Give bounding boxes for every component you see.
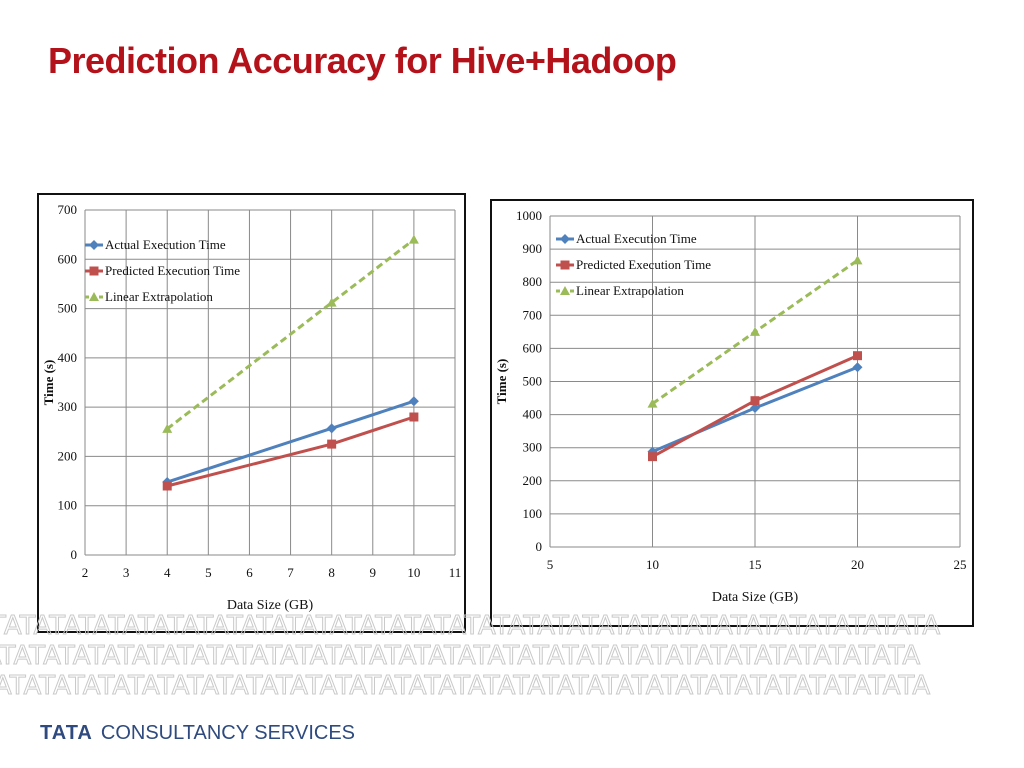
legend-label: Linear Extrapolation <box>105 289 213 304</box>
x-tick-label: 8 <box>328 565 335 580</box>
line-chart-large-data: 5 10 15 20 25 0 100 200 300 400 500 600 700 800 900 100… <box>494 208 967 605</box>
x-tick-label: 20 <box>851 557 864 572</box>
y-tick-label: 100 <box>523 506 543 521</box>
y-tick-label: 400 <box>58 350 78 365</box>
y-tick-label: 200 <box>58 448 78 463</box>
data-point-diamond <box>326 423 337 434</box>
x-tick-label: 10 <box>407 565 420 580</box>
y-tick-label: 400 <box>523 407 543 422</box>
data-point-triangle <box>750 326 760 336</box>
x-tick-label: 5 <box>205 565 212 580</box>
chart-panel-large-data: 5 10 15 20 25 0 100 200 300 400 500 600 700 800 900 100… <box>490 199 974 627</box>
y-tick-label: 300 <box>58 399 78 414</box>
line-chart-small-data: 2 3 4 5 6 7 8 9 10 11 0 100 200 300 400 500 600 700 Data S… <box>41 202 462 613</box>
x-tick-label: 10 <box>646 557 659 572</box>
chart-panel-small-data: 2 3 4 5 6 7 8 9 10 11 0 100 200 300 400 500 600 700 Data S… <box>37 193 466 633</box>
legend-marker <box>89 240 99 250</box>
data-point-triangle <box>647 398 658 408</box>
x-axis-label: Data Size (GB) <box>712 590 799 605</box>
data-point-square <box>409 412 419 422</box>
y-tick-label: 700 <box>523 307 543 322</box>
y-tick-label: 800 <box>523 274 543 289</box>
y-tick-label: 0 <box>71 547 78 562</box>
legend-marker <box>560 286 570 295</box>
legend-label: Linear Extrapolation <box>576 283 684 298</box>
y-tick-label: 600 <box>58 251 78 266</box>
pattern-row-1: TATATATATATATATATATATATATATATATATATATATA… <box>0 611 940 641</box>
y-tick-label: 0 <box>536 539 543 554</box>
pattern-row-3: TATATATATATATATATATATATATATATATATATATATA… <box>0 671 930 701</box>
x-tick-label: 6 <box>246 565 253 580</box>
footer-brand-rest: CONSULTANCY SERVICES <box>100 722 356 744</box>
data-point-diamond <box>408 396 419 407</box>
data-point-square <box>853 351 862 361</box>
y-tick-label: 1000 <box>516 208 542 223</box>
legend-marker <box>89 266 99 276</box>
data-point-square <box>327 439 337 449</box>
tata-pattern-band: TATATATATATATATATATATATATATATATATATATATA… <box>0 611 941 702</box>
x-tick-label: 9 <box>370 565 377 580</box>
data-point-square <box>648 452 657 462</box>
data-point-triangle <box>852 255 863 265</box>
data-point-triangle <box>408 234 419 244</box>
legend-label: Actual Execution Time <box>105 237 226 252</box>
x-tick-label: 2 <box>82 565 89 580</box>
y-tick-label: 500 <box>58 301 78 316</box>
data-point-diamond <box>750 402 760 413</box>
x-tick-label: 15 <box>749 557 762 572</box>
x-tick-label: 11 <box>449 565 462 580</box>
y-axis-label: Time (s) <box>41 360 56 406</box>
legend-label: Predicted Execution Time <box>576 257 711 272</box>
y-tick-label: 900 <box>523 241 543 256</box>
x-tick-label: 5 <box>547 557 554 572</box>
pattern-row-2: TATATATATATATATATATATATATATATATATATATATA… <box>0 641 920 671</box>
legend-label: Predicted Execution Time <box>105 263 240 278</box>
data-point-triangle <box>162 423 173 433</box>
data-point-diamond <box>852 362 863 373</box>
x-axis-label: Data Size (GB) <box>227 598 314 613</box>
footer-logo: TATA CONSULTANCY SERVICES <box>40 722 355 745</box>
y-tick-label: 200 <box>523 473 543 488</box>
x-tick-label: 7 <box>287 565 294 580</box>
x-tick-label: 3 <box>123 565 130 580</box>
y-tick-label: 500 <box>523 374 543 389</box>
legend-marker <box>89 292 99 301</box>
footer-brand: TATA <box>40 722 93 744</box>
y-axis-label: Time (s) <box>494 359 509 405</box>
series-line-triangle <box>166 238 415 431</box>
legend-marker <box>560 260 570 270</box>
slide-title: Prediction Accuracy for Hive+Hadoop <box>48 40 677 81</box>
legend-marker <box>560 234 570 244</box>
x-tick-label: 4 <box>164 565 171 580</box>
data-point-square <box>162 481 172 491</box>
y-tick-label: 300 <box>523 440 543 455</box>
data-point-square <box>750 396 760 406</box>
y-tick-label: 100 <box>58 498 78 513</box>
x-tick-label: 25 <box>954 557 967 572</box>
data-point-triangle <box>326 297 337 307</box>
legend-label: Actual Execution Time <box>576 231 697 246</box>
y-tick-label: 600 <box>523 340 543 355</box>
y-tick-label: 700 <box>58 202 78 217</box>
